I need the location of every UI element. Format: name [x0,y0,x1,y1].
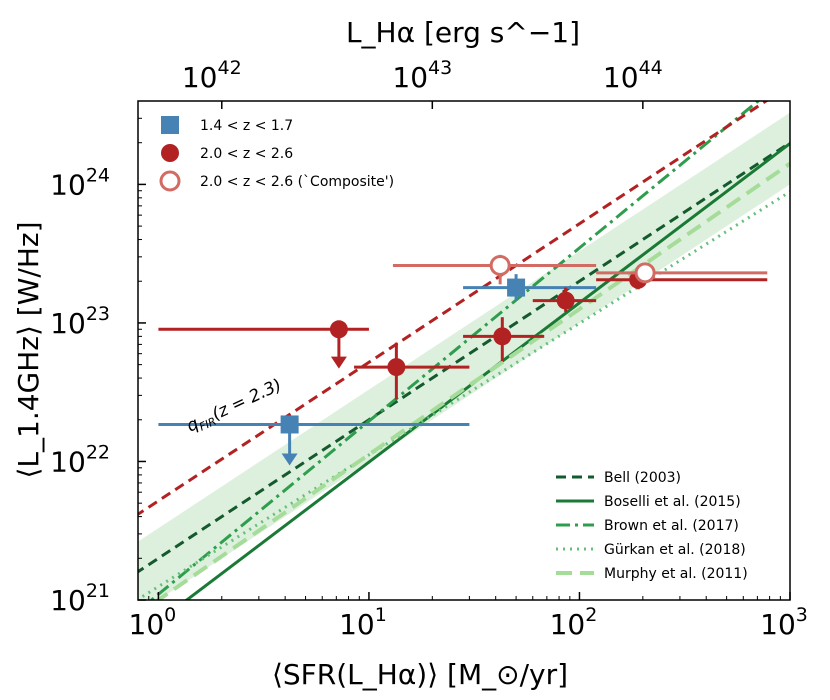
top-tick-label-base: 10 [603,61,639,94]
y-tick-label-exp: 22 [86,441,110,463]
top-tick-label-exp: 44 [639,57,663,79]
legend-label: Boselli et al. (2015) [604,494,741,510]
y-tick-label: 1024 [50,164,110,201]
x-tick-label-exp: 2 [585,604,597,626]
legend-marker [161,116,179,134]
x-tick-label: 103 [760,604,808,641]
point-marker [634,262,656,284]
top-tick-label-base: 10 [392,61,428,94]
legend-point-item: 2.0 < z < 2.6 (`Composite') [159,170,394,192]
x-tick-label-base: 10 [339,608,375,641]
data-point [158,320,369,369]
legend-marker [161,144,179,162]
data-point [532,287,597,312]
y-tick-label-base: 10 [50,168,86,201]
y-tick-label: 1023 [50,303,110,340]
legend-line-item: Gürkan et al. (2018) [556,542,746,558]
x-tick-label-exp: 1 [375,604,387,626]
x-tick-label-exp: 0 [164,604,176,626]
y-tick-label-exp: 24 [86,164,110,186]
legend-line-item: Boselli et al. (2015) [556,494,741,510]
top-axis-title: L_Hα [erg s^−1] [346,16,580,49]
top-tick-label-exp: 42 [218,57,242,79]
plot-frame [137,100,791,601]
point-marker [556,291,575,310]
legend-label: 1.4 < z < 1.7 [200,118,293,134]
x-axis-title: ⟨SFR(L_Hα)⟩ [M_⊙/yr] [272,658,568,691]
legend-label: Gürkan et al. (2018) [604,542,746,558]
data-point [596,262,768,284]
data-point [392,254,597,285]
point-marker [329,320,348,339]
y-tick-label-base: 10 [50,445,86,478]
legend-label: 2.0 < z < 2.6 [200,146,293,162]
legend-line-item: Murphy et al. (2011) [556,566,748,582]
legend-label: 2.0 < z < 2.6 (`Composite') [200,174,394,190]
point-marker [387,358,406,377]
upper-limit-arrow [330,356,347,369]
legend-label: Murphy et al. (2011) [604,566,748,582]
x-tick-label: 102 [550,604,598,641]
top-tick-label: 1042 [182,57,242,94]
x-tick-label: 100 [129,604,177,641]
data-point [463,274,597,301]
data-point [158,415,470,466]
y-axis-title: ⟨L_1.4GHz⟩ [W/Hz] [12,221,45,478]
x-tick-label-exp: 3 [796,604,808,626]
legend-line-item: Bell (2003) [556,470,681,486]
legend-point-item: 1.4 < z < 1.7 [161,116,293,134]
x-tick-label: 101 [339,604,387,641]
legend-label: Bell (2003) [604,470,681,486]
x-tick-label-base: 10 [129,608,165,641]
y-tick-label: 1022 [50,441,110,478]
y-tick-label: 1021 [50,580,110,617]
top-tick-label: 1043 [392,57,452,94]
qfir-label-rest: (z = 2.3) [209,375,285,425]
top-tick-label-exp: 43 [428,57,452,79]
relation-line-1 [138,140,790,574]
legend-line-item: Brown et al. (2017) [556,518,739,534]
y-tick-label-base: 10 [50,584,86,617]
top-tick-label: 1044 [603,57,663,94]
qfir-line [138,101,769,517]
legend-label: Brown et al. (2017) [604,518,739,534]
point-marker [489,254,511,276]
x-tick-label-base: 10 [550,608,586,641]
scatter-band [138,112,790,600]
legend-marker [159,170,181,192]
y-tick-label-base: 10 [50,307,86,340]
point-marker [280,415,299,434]
upper-limit-arrow [281,453,298,466]
data-point [463,317,545,362]
x-tick-label-base: 10 [760,608,796,641]
y-tick-label-exp: 21 [86,580,110,602]
point-marker [493,327,512,346]
point-marker [507,278,526,297]
legend-point-item: 2.0 < z < 2.6 [161,144,293,162]
data-point [354,342,470,400]
relation-line-5 [154,161,790,600]
top-tick-label-base: 10 [182,61,218,94]
y-tick-label-exp: 23 [86,303,110,325]
